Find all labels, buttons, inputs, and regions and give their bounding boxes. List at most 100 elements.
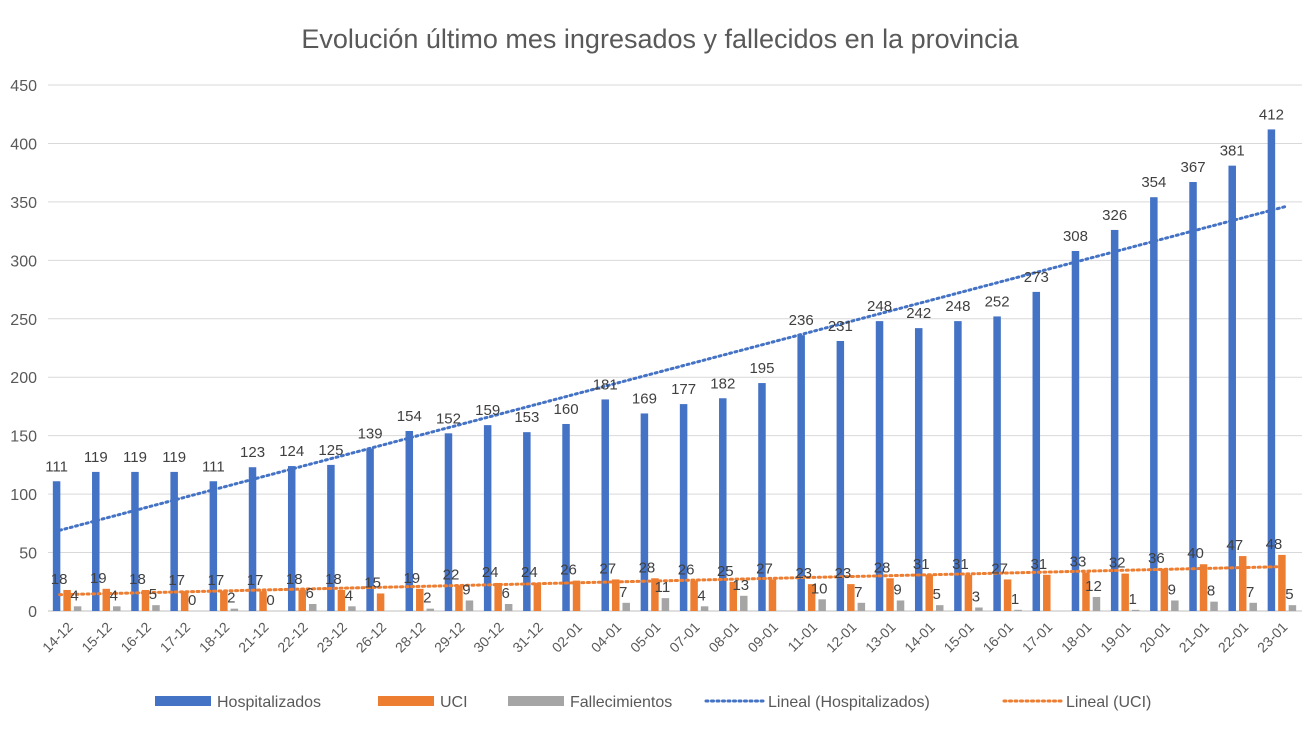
x-tick-label: 17-01 (1019, 619, 1056, 656)
data-label-hospitalizados: 182 (710, 375, 735, 392)
data-label-fallecimientos: 0 (188, 592, 196, 609)
data-label-uci: 33 (1070, 553, 1087, 570)
bar-uci (847, 584, 855, 611)
bar-uci (102, 588, 111, 611)
y-tick-label: 450 (10, 78, 37, 95)
data-label-uci: 26 (560, 562, 577, 579)
x-tick-label: 04-01 (588, 619, 625, 656)
data-label-hospitalizados: 308 (1063, 228, 1088, 245)
data-label-hospitalizados: 412 (1259, 106, 1284, 123)
data-label-fallecimientos: 0 (266, 592, 274, 609)
data-label-uci: 17 (168, 572, 185, 589)
bar-uci (807, 584, 816, 611)
bar-hospitalizados (562, 423, 570, 611)
x-tick-label: 23-01 (1254, 619, 1291, 656)
bar-uci (1003, 579, 1012, 611)
data-label-fallecimientos: 4 (110, 587, 118, 604)
data-label-uci: 19 (403, 570, 420, 587)
bar-uci (925, 574, 933, 611)
data-label-hospitalizados: 154 (397, 408, 422, 425)
bar-hospitalizados (1032, 291, 1041, 611)
x-tick-label: 26-12 (353, 619, 390, 656)
data-label-hospitalizados: 195 (749, 360, 774, 377)
data-label-uci: 48 (1266, 536, 1283, 553)
x-tick-label: 09-01 (744, 619, 781, 656)
bar-fallecimientos (465, 600, 474, 611)
x-tick-label: 17-12 (157, 619, 194, 656)
data-label-hospitalizados: 124 (279, 443, 304, 460)
data-label-uci: 17 (208, 572, 225, 589)
data-label-uci: 18 (129, 571, 146, 588)
data-label-uci: 26 (678, 562, 695, 579)
bar-fallecimientos (1249, 602, 1257, 611)
legend: Hospitalizados UCI Fallecimientos Lineal (H… (155, 694, 1151, 711)
bar-fallecimientos (896, 600, 905, 611)
data-label-hospitalizados: 248 (945, 298, 970, 315)
bar-uci (611, 579, 620, 611)
bar-uci (63, 589, 71, 611)
bar-uci (376, 593, 385, 611)
y-axis: 0 50 100 150 200 250 300 350 400 450 (10, 78, 37, 621)
x-tick-label: 19-01 (1097, 619, 1134, 656)
data-label-uci: 17 (247, 572, 264, 589)
bar-fallecimientos (308, 603, 317, 611)
data-label-uci: 27 (599, 560, 616, 577)
data-label-fallecimientos: 4 (70, 587, 78, 604)
data-label-fallecimientos: 6 (501, 585, 509, 602)
data-label-uci: 24 (482, 564, 499, 581)
x-tick-label: 29-12 (431, 619, 468, 656)
data-label-uci: 40 (1187, 545, 1204, 562)
legend-label: UCI (440, 694, 468, 711)
bar-fallecimientos (348, 606, 356, 611)
data-label-hospitalizados: 248 (867, 298, 892, 315)
data-label-hospitalizados: 159 (475, 402, 500, 419)
data-label-fallecimientos: 6 (306, 585, 314, 602)
gridlines (48, 84, 1302, 612)
bars (52, 129, 1297, 612)
data-label-fallecimientos: 5 (1285, 586, 1293, 603)
bar-hospitalizados (483, 425, 492, 611)
x-tick-label: 07-01 (666, 619, 703, 656)
data-label-fallecimientos: 8 (1207, 583, 1215, 600)
data-label-hospitalizados: 326 (1102, 207, 1127, 224)
x-tick-label: 22-01 (1215, 619, 1252, 656)
bar-fallecimientos (818, 599, 826, 611)
data-label-fallecimientos: 3 (972, 588, 980, 605)
trendline (58, 565, 1287, 597)
x-tick-label: 02-01 (549, 619, 586, 656)
data-label-hospitalizados: 236 (789, 312, 814, 329)
y-tick-label: 250 (10, 312, 37, 329)
bar-uci (1082, 572, 1090, 611)
legend-label: Fallecimientos (570, 694, 672, 711)
data-label-hospitalizados: 111 (202, 458, 225, 475)
x-tick-label: 30-12 (470, 619, 507, 656)
data-label-hospitalizados: 160 (554, 401, 579, 418)
x-axis: 14-12 15-12 16-12 17-12 18-12 21-12 22-12 23-12… (39, 619, 1291, 656)
data-label-hospitalizados: 169 (632, 390, 657, 407)
data-label-hospitalizados: 119 (162, 449, 186, 466)
bar-hospitalizados (131, 471, 139, 611)
data-label-fallecimientos: 7 (619, 584, 627, 601)
bar-hospitalizados (248, 467, 257, 611)
trendlines (58, 205, 1287, 597)
bar-hospitalizados (1150, 197, 1158, 612)
data-label-fallecimientos: 10 (811, 580, 828, 597)
data-label-uci: 27 (756, 560, 773, 577)
x-tick-label: 16-12 (117, 619, 154, 656)
bar-uci (220, 591, 228, 611)
bar-hospitalizados (92, 471, 100, 611)
bar-uci (886, 578, 894, 611)
bar-fallecimientos (622, 602, 630, 611)
bar-hospitalizados (836, 340, 845, 611)
bar-hospitalizados (601, 399, 609, 611)
y-tick-label: 100 (10, 487, 37, 504)
bar-uci (651, 578, 659, 611)
data-label-uci: 19 (90, 570, 107, 587)
bar-hospitalizados (758, 383, 766, 611)
data-label-hospitalizados: 381 (1220, 143, 1245, 160)
bar-hospitalizados (287, 466, 296, 611)
x-tick-label: 13-01 (862, 619, 899, 656)
bar-uci (768, 579, 777, 611)
bar-hospitalizados (170, 471, 178, 611)
